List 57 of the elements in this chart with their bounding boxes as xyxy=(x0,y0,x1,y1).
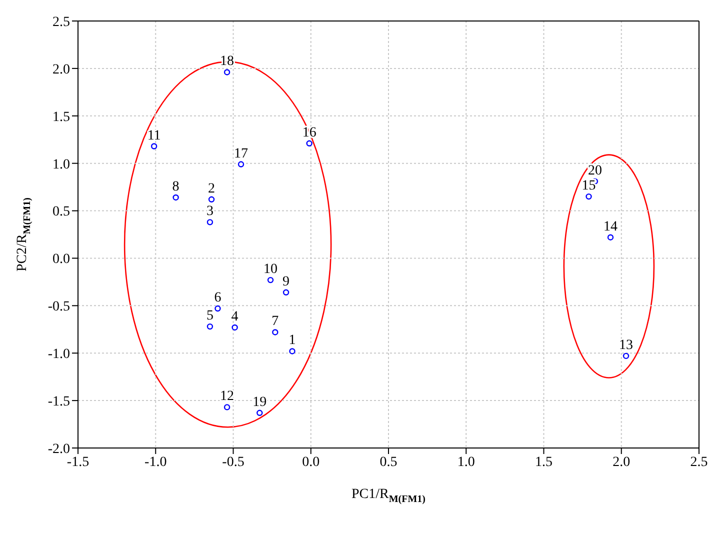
annotation: 15 xyxy=(582,178,596,194)
annotation: 9 xyxy=(282,274,290,290)
x-tick-label: -0.5 xyxy=(222,454,244,470)
point xyxy=(206,219,214,226)
y-tick-label: 2.0 xyxy=(52,62,70,78)
x-tick-label: 0.5 xyxy=(380,454,398,470)
annotation: 4 xyxy=(231,309,238,324)
point xyxy=(214,305,221,312)
annotation: 13 xyxy=(619,338,634,353)
annotation: 14 xyxy=(604,219,618,234)
annotation: 10 xyxy=(264,262,278,278)
annotation: 17 xyxy=(234,146,248,162)
x-tick-label: 0.0 xyxy=(302,454,320,470)
x-tick-label: -1.5 xyxy=(66,454,90,470)
annotation: 8 xyxy=(172,179,180,194)
point xyxy=(289,348,296,354)
point xyxy=(256,410,263,416)
annotation: 19 xyxy=(252,394,267,410)
annotation: 12 xyxy=(220,389,234,404)
point xyxy=(282,289,290,296)
x-tick-label: 2.5 xyxy=(690,454,708,470)
point xyxy=(208,196,215,202)
point xyxy=(150,143,158,150)
point xyxy=(232,324,238,331)
annotation: 3 xyxy=(206,204,214,220)
x-tick-label: 1.0 xyxy=(457,454,475,470)
point xyxy=(267,276,274,284)
point xyxy=(272,329,278,336)
annotation: 1 xyxy=(288,333,296,348)
x-tick-label: -1.0 xyxy=(144,454,167,470)
y-tick-label: -1.0 xyxy=(48,347,70,362)
point xyxy=(607,234,614,240)
y-tick-label: 1.0 xyxy=(52,157,70,172)
point xyxy=(238,161,244,168)
point xyxy=(224,404,230,410)
y-tick-label: 1.5 xyxy=(52,110,70,125)
y-tick-label: -1.5 xyxy=(48,394,70,410)
annotation: 6 xyxy=(214,290,222,306)
point xyxy=(586,193,592,200)
point xyxy=(206,323,214,330)
point xyxy=(306,140,312,147)
annotation: 20 xyxy=(588,163,602,178)
annotation: 7 xyxy=(272,314,279,330)
annotation: 11 xyxy=(147,128,161,144)
point xyxy=(224,69,230,76)
y-tick-label: 0.5 xyxy=(52,204,70,220)
y-tick-label: 0.0 xyxy=(52,252,70,268)
point xyxy=(172,194,179,201)
y-tick-label: -0.5 xyxy=(48,300,70,315)
x-tick-label: 2.0 xyxy=(612,454,630,470)
x-tick-label: 1.5 xyxy=(535,454,552,470)
annotation: 2 xyxy=(208,181,216,196)
y-tick-label: -2.0 xyxy=(48,442,70,457)
y-tick-label: 2.5 xyxy=(52,14,70,30)
x-axis-title: PC1/R$_{M(FM1)}$ xyxy=(351,487,426,505)
point xyxy=(622,352,630,360)
annotation: 5 xyxy=(206,308,214,324)
